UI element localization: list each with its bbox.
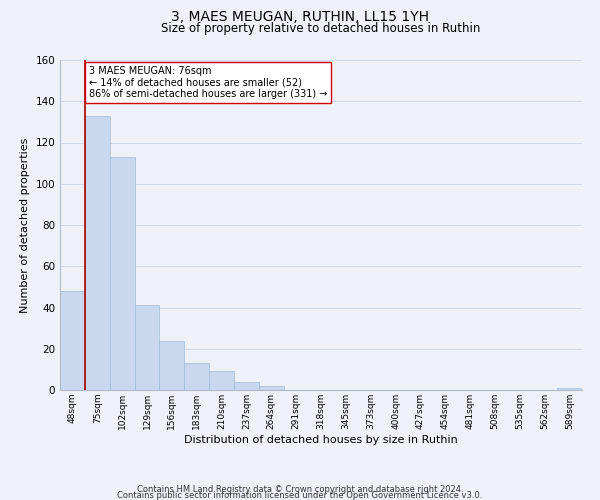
Bar [234, 382, 259, 390]
Title: Size of property relative to detached houses in Ruthin: Size of property relative to detached ho… [161, 22, 481, 35]
Bar [160, 340, 184, 390]
Text: Contains HM Land Registry data © Crown copyright and database right 2024.: Contains HM Land Registry data © Crown c… [137, 484, 463, 494]
Bar [184, 363, 209, 390]
Y-axis label: Number of detached properties: Number of detached properties [20, 138, 30, 312]
Bar [209, 372, 234, 390]
Bar [60, 291, 85, 390]
Text: 3, MAES MEUGAN, RUTHIN, LL15 1YH: 3, MAES MEUGAN, RUTHIN, LL15 1YH [171, 10, 429, 24]
Bar [110, 157, 134, 390]
X-axis label: Distribution of detached houses by size in Ruthin: Distribution of detached houses by size … [184, 434, 458, 444]
Bar [134, 306, 160, 390]
Text: Contains public sector information licensed under the Open Government Licence v3: Contains public sector information licen… [118, 490, 482, 500]
Text: 3 MAES MEUGAN: 76sqm
← 14% of detached houses are smaller (52)
86% of semi-detac: 3 MAES MEUGAN: 76sqm ← 14% of detached h… [89, 66, 327, 100]
Bar [85, 116, 110, 390]
Bar [557, 388, 582, 390]
Bar [259, 386, 284, 390]
